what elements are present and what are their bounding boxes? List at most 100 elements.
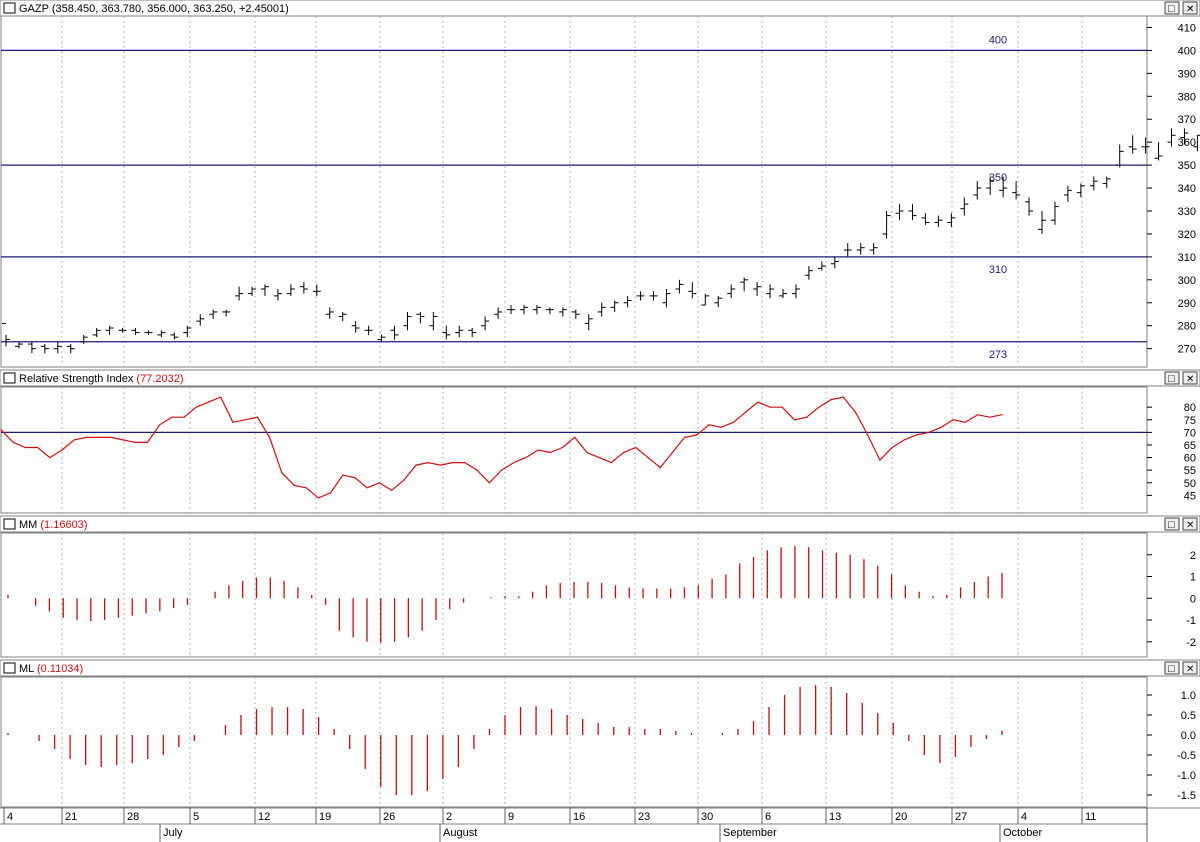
rsi-point — [1001, 414, 1003, 416]
day-label: 4 — [7, 811, 13, 823]
ohlc-bar — [986, 176, 995, 195]
day-label: 11 — [1085, 811, 1096, 823]
y-tick-label: -0.5 — [1177, 750, 1196, 762]
ohlc-bar — [895, 204, 904, 221]
ohlc-bar — [403, 311, 412, 331]
day-label: 20 — [895, 811, 907, 823]
ohlc-bar — [429, 311, 438, 331]
rsi-point — [439, 464, 442, 466]
y-tick-label: -1.0 — [1177, 770, 1196, 782]
ohlc-bar — [636, 291, 645, 301]
panel-icon[interactable] — [3, 372, 16, 384]
rsi-point — [207, 401, 210, 403]
ohlc-bar — [1115, 144, 1124, 168]
day-label: 5 — [193, 811, 199, 823]
y-tick-label: 60 — [1184, 453, 1196, 465]
ohlc-bar — [532, 305, 541, 315]
rsi-point — [146, 441, 149, 443]
panel-header — [0, 515, 1200, 533]
rsi-point — [61, 449, 63, 451]
y-tick-label: -1 — [1186, 615, 1196, 627]
ohlc-bar — [79, 334, 88, 345]
rsi-point — [684, 436, 686, 438]
ohlc-bar — [1180, 128, 1189, 145]
panel-icon[interactable] — [3, 2, 16, 14]
rsi-point — [793, 419, 796, 421]
rsi-point — [317, 497, 319, 499]
ohlc-bar — [558, 307, 567, 317]
rsi-point — [537, 449, 539, 451]
panel-icon[interactable] — [3, 518, 16, 530]
ohlc-bar — [507, 305, 516, 315]
restore-icon: □ — [1168, 3, 1175, 15]
rsi-point — [635, 446, 637, 449]
y-tick-label: 70 — [1184, 427, 1196, 439]
close-button[interactable] — [1182, 1, 1198, 15]
ohlc-bar — [66, 344, 75, 354]
close-button[interactable] — [1182, 517, 1198, 531]
ohlc-bar — [131, 328, 140, 335]
close-button[interactable] — [1182, 661, 1198, 675]
rsi-point — [696, 434, 698, 436]
rsi-point — [37, 446, 39, 449]
y-tick-label: 80 — [1184, 402, 1196, 414]
ohlc-bar — [53, 341, 62, 354]
restore-button[interactable] — [1164, 1, 1180, 15]
rsi-point — [342, 474, 344, 476]
rsi-point — [623, 451, 625, 454]
rsi-point — [134, 441, 136, 443]
restore-button[interactable] — [1164, 661, 1180, 675]
ohlc-bar — [804, 266, 813, 280]
rsi-point — [757, 401, 759, 403]
ohlc-bar — [312, 284, 321, 296]
panel-title-name: ML — [19, 663, 37, 675]
restore-icon: □ — [1168, 663, 1175, 675]
y-tick-label: 350 — [1178, 160, 1196, 172]
rsi-point — [391, 489, 393, 491]
ohlc-bar — [1038, 211, 1046, 234]
rsi-point — [708, 424, 710, 426]
ohlc-bar — [416, 311, 425, 324]
rsi-point — [989, 416, 991, 418]
restore-button[interactable] — [1164, 517, 1180, 531]
rsi-point — [977, 414, 979, 416]
panel-title-name: Relative Strength Index — [19, 373, 136, 385]
ohlc-bar — [468, 328, 477, 338]
ohlc-bar — [325, 307, 334, 319]
rsi-point — [195, 406, 197, 408]
ohlc-bar — [597, 302, 606, 317]
ohlc-bar — [170, 332, 179, 340]
y-tick-label: 50 — [1184, 478, 1196, 490]
rsi-point — [830, 399, 832, 401]
restore-button[interactable] — [1164, 371, 1180, 385]
rsi-point — [671, 451, 674, 454]
panel-icon[interactable] — [3, 662, 16, 674]
rsi-point — [915, 434, 918, 436]
panel-title-values: (77.2032) — [136, 373, 183, 385]
ohlc-bar — [584, 314, 593, 331]
panel-title-values: (0.11034) — [37, 663, 83, 675]
panel-mm: MM (1.16603) □ ✕ -2 -1 0 1 2 — [0, 515, 1200, 658]
ohlc-bar — [766, 284, 775, 299]
rsi-point — [110, 436, 112, 438]
rsi-point — [769, 406, 771, 408]
ohlc-bar — [701, 293, 710, 306]
y-tick-label: 290 — [1178, 298, 1196, 310]
rsi-point — [549, 451, 551, 454]
day-label: 12 — [258, 811, 270, 823]
rsi-point — [293, 484, 295, 486]
ohlc-bar — [830, 256, 839, 269]
rsi-point — [952, 419, 954, 421]
rsi-point — [378, 482, 380, 484]
rsi-point — [305, 487, 307, 489]
ohlc-bar — [338, 311, 347, 322]
close-button[interactable] — [1182, 371, 1198, 385]
rsi-point — [647, 457, 649, 459]
rsi-point — [0, 429, 2, 431]
rsi-point — [964, 421, 967, 423]
ohlc-bar — [973, 181, 982, 200]
rsi-point — [525, 457, 527, 459]
y-tick-label: 390 — [1178, 68, 1196, 80]
rsi-point — [842, 396, 844, 398]
ohlc-bar — [390, 325, 399, 340]
